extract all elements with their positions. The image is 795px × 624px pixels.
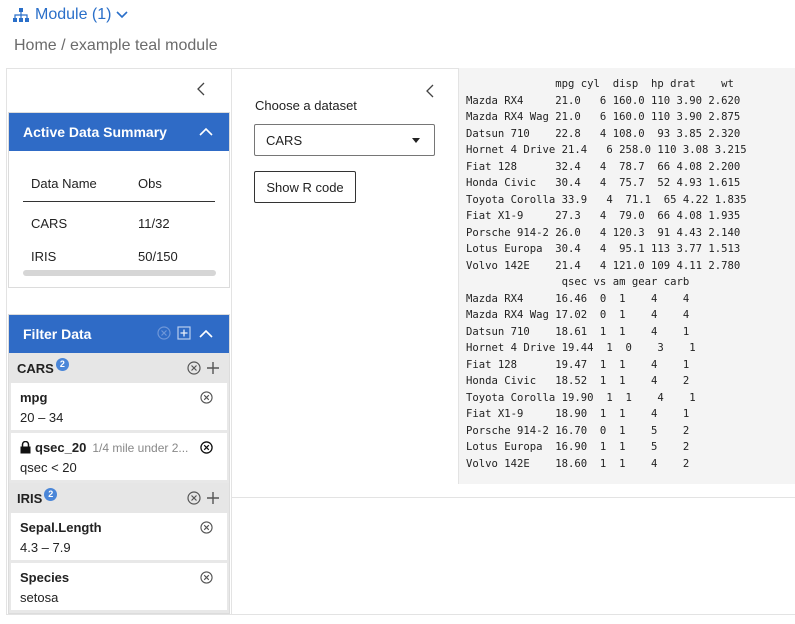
dataset-name: IRIS [17, 490, 43, 506]
dataset-obs: 50/150 [138, 249, 178, 264]
dataset-name: CARS [17, 360, 54, 376]
remove-dataset-filters-icon[interactable] [187, 361, 201, 375]
dataset-name: IRIS [31, 249, 57, 264]
add-dataset-filter-icon[interactable] [207, 492, 219, 504]
filter-variable-name: mpg [20, 390, 48, 405]
remove-filter-icon[interactable] [200, 391, 213, 404]
dataset-name: CARS [31, 216, 68, 231]
printed-output: mpg cyl disp hp drat wt Mazda RX4 21.0 6… [466, 78, 747, 470]
module-label: Module (1) [35, 6, 112, 23]
table-header: Data Name Obs [23, 165, 215, 202]
collapse-encoding-icon[interactable] [425, 84, 435, 98]
column-header: Obs [138, 175, 162, 191]
filter-data-header[interactable]: Filter Data [9, 315, 229, 353]
filter-card-sepal-length[interactable]: Sepal.Length 4.3 – 7.9 [11, 513, 227, 560]
summary-table: Data Name Obs CARS 11/32 IRIS 50/150 [23, 165, 215, 273]
module-selector[interactable]: Module (1) [13, 5, 129, 25]
dataset-obs: 11/32 [138, 216, 170, 231]
remove-dataset-filters-icon[interactable] [187, 491, 201, 505]
breadcrumb: Home / example teal module [14, 37, 218, 54]
add-dataset-filter-icon[interactable] [207, 362, 219, 374]
active-data-summary-panel: Active Data Summary Data Name Obs CARS 1… [8, 112, 230, 288]
filter-value: 20 – 34 [20, 410, 64, 425]
chevron-down-icon [116, 11, 129, 19]
table-row: IRIS 50/150 [23, 240, 215, 273]
caret-down-icon [412, 138, 420, 143]
filter-count-badge: 2 [55, 357, 69, 371]
filter-count-badge: 2 [44, 487, 58, 501]
filter-data-panel: Filter Data CARS 2 [8, 314, 230, 614]
dataset-select[interactable]: CARS [254, 124, 435, 156]
lock-icon [20, 441, 31, 454]
filter-value: setosa [20, 590, 59, 605]
remove-filter-icon[interactable] [200, 571, 213, 584]
remove-filter-icon[interactable] [200, 441, 213, 454]
filter-variable-name: qsec_20 [35, 440, 87, 455]
divider [6, 614, 795, 615]
chevron-up-icon[interactable] [199, 329, 213, 338]
sitemap-icon [13, 8, 29, 22]
remove-all-filters-icon[interactable] [157, 326, 171, 340]
dataset-select-label: Choose a dataset [255, 98, 357, 113]
filter-value: 4.3 – 7.9 [20, 540, 71, 555]
filter-card-species[interactable]: Species setosa [11, 563, 227, 610]
divider [6, 68, 795, 69]
show-r-code-button[interactable]: Show R code [254, 171, 356, 203]
filter-variable-name: Sepal.Length [20, 520, 102, 535]
add-filter-icon[interactable] [177, 326, 191, 340]
filter-variable-name: Species [20, 570, 70, 585]
dataset-filter-header-cars: CARS 2 [9, 353, 229, 383]
table-row: CARS 11/32 [23, 207, 215, 240]
divider [232, 497, 795, 498]
remove-filter-icon[interactable] [200, 521, 213, 534]
selected-dataset: CARS [266, 132, 303, 148]
chevron-up-icon[interactable] [199, 127, 213, 136]
collapse-sidebar-icon[interactable] [196, 82, 206, 96]
panel-title: Filter Data [23, 326, 92, 342]
output-panel: mpg cyl disp hp drat wt Mazda RX4 21.0 6… [458, 68, 795, 484]
filter-card-qsec-20[interactable]: qsec_20 1/4 mile under 2... qsec < 20 [11, 433, 227, 480]
dataset-filter-header-iris: IRIS 2 [9, 483, 229, 513]
column-header: Data Name [31, 175, 97, 191]
filter-value: qsec < 20 [20, 460, 77, 475]
horizontal-scrollbar[interactable] [23, 270, 216, 276]
filter-sidebar [6, 68, 232, 615]
filter-card-mpg[interactable]: mpg 20 – 34 [11, 383, 227, 430]
filter-description: 1/4 mile under 2... [92, 440, 189, 455]
active-data-summary-header[interactable]: Active Data Summary [9, 113, 229, 151]
panel-title: Active Data Summary [23, 124, 167, 140]
